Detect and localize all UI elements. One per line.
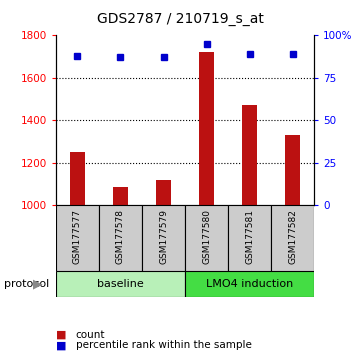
Text: GSM177580: GSM177580: [202, 209, 211, 264]
Bar: [271, 205, 314, 271]
Text: ■: ■: [56, 330, 66, 339]
Text: LMO4 induction: LMO4 induction: [206, 279, 293, 289]
Text: GSM177577: GSM177577: [73, 209, 82, 264]
Bar: [56, 271, 185, 297]
Bar: [99, 205, 142, 271]
Bar: [185, 271, 314, 297]
Bar: [185, 205, 228, 271]
Text: GSM177581: GSM177581: [245, 209, 254, 264]
Bar: [113, 187, 128, 205]
Bar: [56, 205, 99, 271]
Bar: [228, 205, 271, 271]
Text: GDS2787 / 210719_s_at: GDS2787 / 210719_s_at: [97, 12, 264, 27]
Text: GSM177579: GSM177579: [159, 209, 168, 264]
Text: GSM177582: GSM177582: [288, 209, 297, 264]
Bar: [156, 180, 171, 205]
Bar: [142, 205, 185, 271]
Text: protocol: protocol: [4, 279, 49, 289]
Bar: [285, 135, 300, 205]
Text: GSM177578: GSM177578: [116, 209, 125, 264]
Bar: [199, 52, 214, 205]
Text: ▶: ▶: [33, 278, 43, 291]
Bar: [70, 152, 85, 205]
Text: ■: ■: [56, 340, 66, 350]
Text: baseline: baseline: [97, 279, 144, 289]
Text: percentile rank within the sample: percentile rank within the sample: [76, 340, 252, 350]
Text: count: count: [76, 330, 105, 339]
Bar: [242, 105, 257, 205]
